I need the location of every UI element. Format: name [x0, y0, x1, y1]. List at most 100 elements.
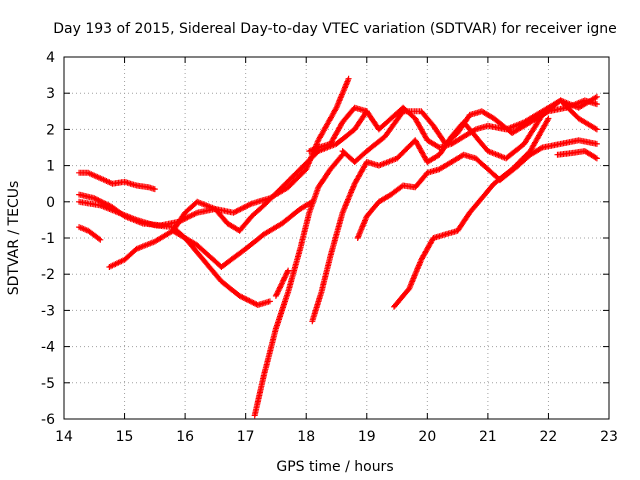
y-tick-label: 1 [46, 159, 55, 175]
data-point [93, 197, 96, 199]
data-point [308, 211, 311, 214]
data-point [154, 224, 156, 227]
data-point [308, 150, 311, 152]
data-point [305, 168, 308, 171]
data-point [335, 143, 338, 145]
data-point [493, 182, 495, 185]
data-point [571, 152, 574, 154]
data-point [311, 320, 314, 323]
data-point [250, 202, 253, 205]
data-point [135, 184, 138, 187]
data-point [263, 374, 265, 377]
x-tick-label: 15 [116, 429, 134, 445]
data-point [529, 121, 532, 123]
data-point [78, 226, 80, 228]
y-tick-label: -2 [41, 267, 55, 283]
data-point [583, 99, 586, 102]
data-point [365, 161, 368, 163]
x-tick-label: 14 [55, 429, 73, 445]
data-point [444, 143, 447, 145]
y-tick-label: -4 [41, 340, 55, 356]
data-point [414, 186, 417, 189]
data-point [263, 233, 265, 236]
x-tick-label: 22 [540, 429, 558, 445]
data-point [450, 143, 453, 145]
series-arc8 [272, 267, 292, 299]
data-point [390, 193, 392, 196]
x-tick-label: 23 [600, 429, 618, 445]
data-point [420, 110, 423, 113]
data-point [347, 77, 350, 80]
data-point [281, 222, 283, 225]
data-point [117, 211, 120, 214]
data-point [577, 106, 580, 109]
data-point [420, 258, 423, 261]
series-arc6 [170, 198, 316, 270]
data-point [108, 266, 111, 268]
data-point [402, 184, 404, 187]
data-point [487, 124, 489, 127]
data-point [220, 266, 223, 268]
data-point [329, 168, 332, 171]
data-point [487, 150, 489, 152]
data-point [317, 186, 320, 189]
data-point [365, 215, 368, 218]
data-point [329, 143, 332, 145]
data-point [468, 211, 471, 214]
data-point [341, 153, 344, 156]
data-point [438, 146, 441, 149]
data-point [456, 229, 459, 232]
data-point [402, 110, 404, 113]
data-point [426, 172, 429, 174]
data-point [596, 157, 598, 160]
data-point [378, 128, 380, 131]
data-point [511, 132, 513, 134]
data-point [184, 211, 186, 214]
data-point [99, 204, 102, 207]
data-point [335, 106, 338, 109]
y-axis-label: SDTVAR / TECUs [6, 181, 22, 296]
x-axis-label: GPS time / hours [276, 459, 393, 475]
data-point [444, 233, 447, 236]
data-point [438, 168, 441, 171]
data-point [378, 164, 380, 167]
data-point [426, 161, 429, 163]
chart-title: Day 193 of 2015, Sidereal Day-to-day VTE… [53, 21, 616, 37]
data-point [78, 193, 80, 196]
data-point [384, 135, 386, 138]
data-point [468, 114, 471, 116]
series-arc7 [251, 151, 346, 419]
data-point [487, 168, 489, 171]
data-point [196, 201, 199, 203]
data-point [250, 215, 253, 218]
data-point [426, 139, 429, 142]
data-point [87, 229, 90, 232]
data-point [556, 153, 559, 156]
x-tick-label: 21 [479, 429, 497, 445]
data-point [432, 124, 435, 127]
y-tick-label: 3 [46, 86, 55, 102]
series-arc5 [106, 108, 370, 270]
data-point [87, 172, 90, 174]
data-point [123, 258, 126, 261]
data-point [172, 229, 174, 232]
data-point [299, 168, 301, 171]
data-point [220, 280, 223, 283]
data-point [317, 150, 320, 152]
data-point [287, 269, 289, 272]
data-point [353, 182, 356, 185]
data-point [78, 172, 80, 174]
data-point [577, 117, 580, 120]
data-point [456, 132, 459, 134]
data-point [474, 157, 477, 160]
data-point [154, 240, 156, 243]
data-point [511, 168, 513, 171]
data-point [462, 153, 465, 156]
data-point [565, 106, 568, 109]
series-arc14 [554, 148, 600, 162]
data-point [596, 143, 598, 145]
data-point [559, 143, 562, 145]
data-point [341, 211, 344, 214]
